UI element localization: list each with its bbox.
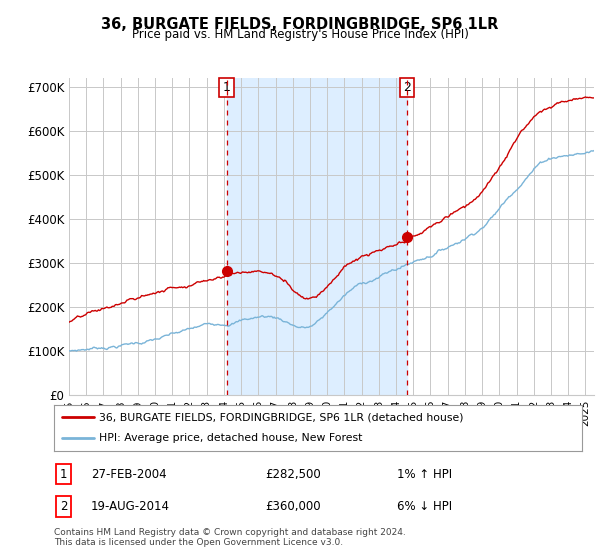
Text: 1: 1: [223, 81, 230, 94]
Text: Contains HM Land Registry data © Crown copyright and database right 2024.
This d: Contains HM Land Registry data © Crown c…: [54, 528, 406, 547]
Bar: [227, 78, 407, 395]
Text: 19-AUG-2014: 19-AUG-2014: [91, 500, 170, 513]
Text: HPI: Average price, detached house, New Forest: HPI: Average price, detached house, New …: [99, 433, 362, 444]
Text: 2: 2: [403, 81, 411, 94]
Text: 2: 2: [60, 500, 67, 513]
Text: £360,000: £360,000: [265, 500, 321, 513]
Text: 27-FEB-2004: 27-FEB-2004: [91, 468, 167, 481]
Text: £282,500: £282,500: [265, 468, 321, 481]
Text: 1% ↑ HPI: 1% ↑ HPI: [397, 468, 452, 481]
Text: Price paid vs. HM Land Registry's House Price Index (HPI): Price paid vs. HM Land Registry's House …: [131, 28, 469, 41]
Text: 36, BURGATE FIELDS, FORDINGBRIDGE, SP6 1LR: 36, BURGATE FIELDS, FORDINGBRIDGE, SP6 1…: [101, 17, 499, 32]
Text: 1: 1: [60, 468, 67, 481]
Text: 36, BURGATE FIELDS, FORDINGBRIDGE, SP6 1LR (detached house): 36, BURGATE FIELDS, FORDINGBRIDGE, SP6 1…: [99, 412, 463, 422]
Text: 6% ↓ HPI: 6% ↓ HPI: [397, 500, 452, 513]
